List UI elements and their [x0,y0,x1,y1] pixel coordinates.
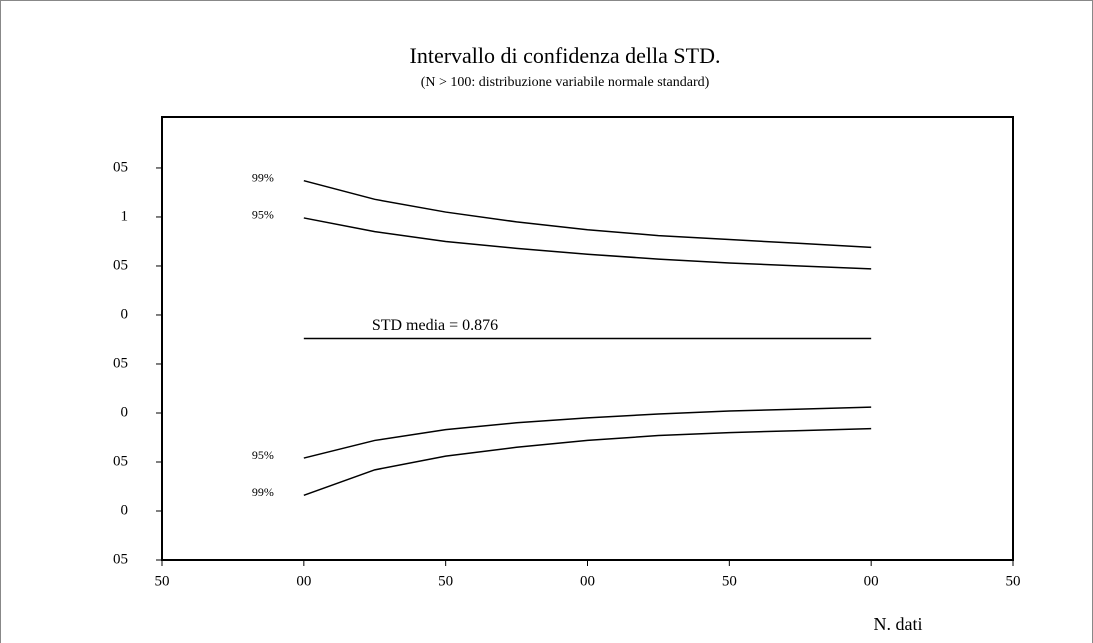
series-line [303,427,872,497]
y-tick-label: 05 [113,551,128,567]
y-tick-label: 05 [113,355,128,371]
series-line [303,406,872,459]
series-label: STD media = 0.876 [372,317,498,334]
x-tick-label: 50 [155,573,170,589]
x-tick-label: 50 [1006,573,1021,589]
y-tick-label: 05 [113,453,128,469]
series-label: 99% [252,170,274,184]
y-tick-label: 0 [121,404,129,420]
chart-title: Intervallo di confidenza della STD. [410,43,721,68]
y-tick-label: 0 [121,502,129,518]
chart-subtitle: (N > 100: distribuzione variabile normal… [421,75,710,90]
series-line [303,179,872,249]
series-line [303,217,872,270]
x-tick-label: 00 [864,573,879,589]
x-axis-label: N. dati [874,614,923,634]
y-tick-label: 0 [121,306,129,322]
y-tick-label: 05 [113,159,128,175]
series-label: 99% [252,485,274,499]
series-label: 95% [252,208,274,222]
x-tick-label: 50 [438,573,453,589]
x-tick-label: 00 [296,573,311,589]
x-tick-label: 00 [580,573,595,589]
x-tick-label: 50 [722,573,737,589]
series-label: 95% [252,448,274,462]
y-tick-label: 1 [121,208,129,224]
y-tick-label: 05 [113,257,128,273]
